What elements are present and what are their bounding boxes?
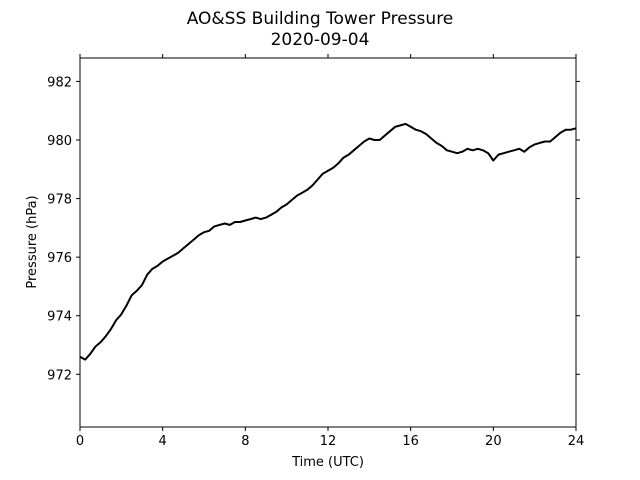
y-tick-label-2: 976 — [47, 251, 72, 266]
x-axis-label: Time (UTC) — [291, 455, 364, 470]
axis-ticks — [76, 54, 580, 431]
data-series — [79, 122, 577, 361]
chart-subtitle: 2020-09-04 — [271, 30, 370, 50]
y-tick-label-5: 982 — [47, 75, 72, 90]
x-tick-label-4: 16 — [402, 434, 419, 449]
y-tick-label-4: 980 — [47, 134, 72, 149]
x-tick-label-3: 12 — [320, 434, 337, 449]
plot-frame — [79, 57, 577, 428]
y-tick-label-3: 978 — [47, 193, 72, 208]
axis-tick-labels: 0 4 8 12 16 20 24 972 974 976 978 980 982 — [47, 75, 584, 449]
pressure-series-line-0 — [79, 122, 577, 361]
y-tick-label-1: 974 — [47, 310, 72, 325]
x-tick-label-1: 4 — [159, 434, 167, 449]
y-tick-label-0: 972 — [47, 368, 72, 383]
x-tick-label-5: 20 — [485, 434, 502, 449]
y-axis-label: Pressure (hPa) — [25, 195, 40, 288]
x-tick-label-2: 8 — [241, 434, 249, 449]
chart-title: AO&SS Building Tower Pressure — [187, 9, 454, 29]
x-tick-label-0: 0 — [76, 434, 84, 449]
x-tick-label-6: 24 — [568, 434, 585, 449]
